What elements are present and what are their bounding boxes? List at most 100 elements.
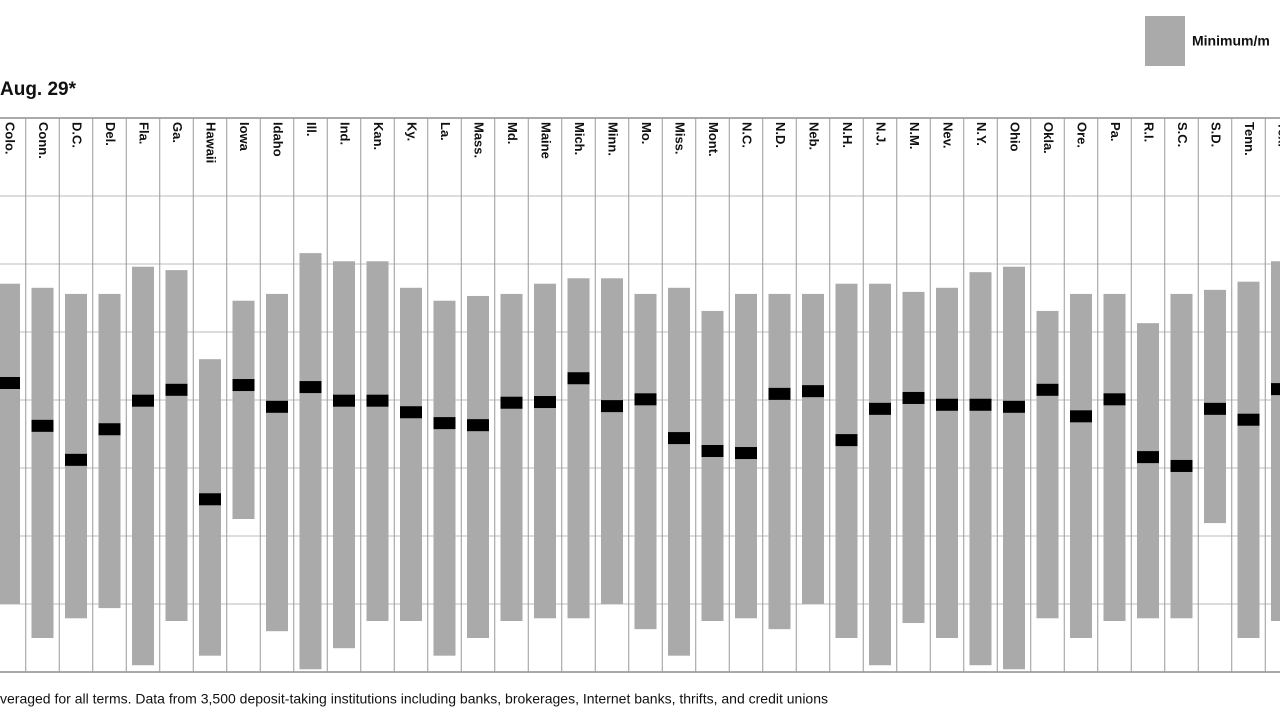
range-bar: [1237, 281, 1260, 638]
average-marker: [567, 372, 590, 385]
range-bar: [299, 253, 322, 670]
chart-title: Aug. 29*: [0, 79, 77, 100]
average-marker: [299, 381, 322, 394]
range-bar: [1036, 310, 1059, 619]
average-marker: [1237, 413, 1260, 426]
range-bar: [601, 278, 623, 604]
range-bar: [1137, 323, 1159, 619]
category-label: Colo.: [3, 122, 18, 155]
average-marker: [1036, 383, 1059, 396]
average-marker: [500, 396, 523, 409]
range-bar: [31, 287, 54, 638]
category-label: Conn.: [36, 122, 51, 159]
range-bar: [634, 293, 657, 630]
category-label: Ohio: [1008, 122, 1023, 152]
average-marker: [768, 387, 791, 400]
range-bar: [902, 291, 925, 624]
average-marker: [1003, 400, 1025, 413]
range-bar: [1170, 293, 1193, 619]
range-bar: [1003, 266, 1025, 670]
category-label: Idaho: [271, 122, 286, 157]
category-label: N.M.: [907, 122, 922, 149]
range-bar: [98, 293, 121, 609]
category-label: Minn.: [606, 122, 621, 156]
range-bar: [467, 295, 489, 638]
range-bar: [400, 287, 422, 621]
category-label: Tenn.: [1242, 122, 1257, 156]
average-marker: [936, 398, 958, 411]
category-label: Hawaii: [204, 122, 219, 163]
range-bar: [132, 266, 154, 666]
range-bar: [1271, 261, 1280, 621]
category-label: Miss.: [673, 122, 688, 155]
range-bar: [534, 283, 556, 619]
range-bar: [199, 359, 221, 656]
range-bar: [333, 261, 355, 649]
category-label: S.D.: [1209, 122, 1224, 147]
legend-label: Minimum/m: [1192, 33, 1270, 49]
average-marker: [1271, 383, 1280, 396]
range-bar: [165, 270, 188, 621]
range-bar: [500, 293, 523, 621]
range-bar: [835, 283, 858, 638]
average-marker: [668, 432, 690, 445]
category-label: N.H.: [840, 122, 855, 148]
category-label: Kan.: [371, 122, 386, 150]
category-label: Mass.: [472, 122, 487, 158]
category-label: Iowa: [237, 122, 252, 152]
range-bar: [969, 272, 992, 666]
category-label: Fla.: [137, 122, 152, 144]
average-marker: [634, 393, 657, 406]
average-marker: [333, 394, 355, 407]
average-marker: [802, 385, 824, 398]
range-bar: [701, 310, 724, 621]
category-label: Neb.: [807, 122, 822, 150]
average-marker: [534, 396, 556, 409]
average-marker: [266, 400, 288, 413]
category-label: N.C.: [740, 122, 755, 148]
category-label: Ore.: [1075, 122, 1090, 148]
average-marker: [902, 391, 925, 404]
range-bar: [567, 278, 590, 619]
average-marker: [701, 445, 724, 457]
average-marker: [199, 493, 221, 506]
category-label: N.J.: [874, 122, 889, 146]
category-label: Mo.: [639, 122, 654, 144]
average-marker: [869, 402, 891, 415]
category-label: S.C.: [1175, 122, 1190, 147]
average-marker: [735, 447, 757, 460]
average-marker: [969, 398, 992, 411]
range-bar: [768, 293, 791, 630]
average-marker: [0, 377, 20, 389]
average-marker: [1103, 393, 1126, 406]
category-label: Okla.: [1041, 122, 1056, 154]
range-bar: [1103, 293, 1126, 621]
category-label: Ga.: [170, 122, 185, 143]
category-label: Mich.: [572, 122, 587, 155]
category-label: Pa.: [1108, 122, 1123, 142]
category-label: Mont.: [706, 122, 721, 157]
average-marker: [165, 383, 188, 396]
range-bar: [802, 293, 824, 604]
category-label: Del.: [103, 122, 118, 146]
range-bar: [433, 300, 456, 656]
average-marker: [1070, 410, 1092, 423]
footnote: veraged for all terms. Data from 3,500 d…: [0, 691, 828, 707]
category-label: Maine: [539, 122, 554, 159]
legend-swatch: [1145, 16, 1185, 66]
category-label: Nev.: [941, 122, 956, 149]
range-bar: [869, 283, 891, 666]
range-bar: [266, 293, 288, 632]
category-label: Ill.: [304, 122, 319, 136]
category-label: Tex.: [1276, 122, 1280, 147]
average-marker: [132, 394, 154, 407]
average-marker: [1204, 402, 1226, 415]
range-bar: [232, 300, 255, 519]
category-label: N.D.: [773, 122, 788, 148]
average-marker: [366, 394, 389, 407]
average-marker: [232, 379, 255, 392]
category-label: Ky.: [405, 122, 420, 141]
average-marker: [1137, 451, 1159, 464]
average-marker: [31, 419, 54, 432]
